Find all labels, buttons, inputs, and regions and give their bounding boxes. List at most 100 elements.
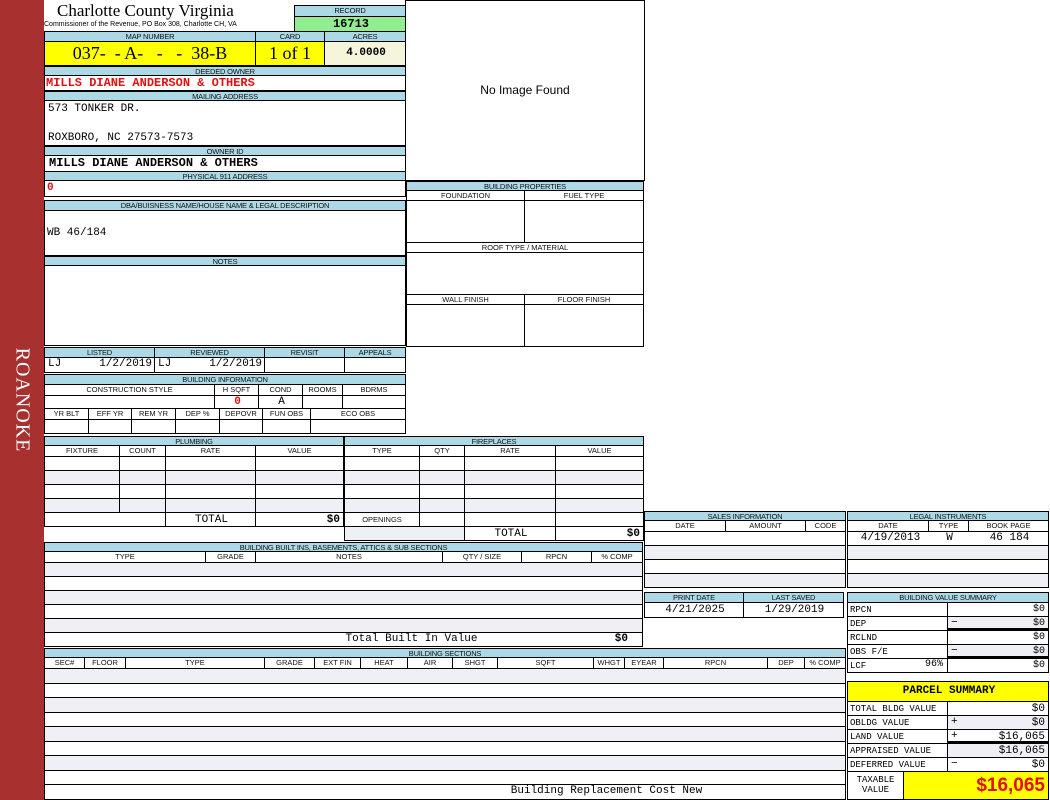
fireplace-total-label: TOTAL [464,526,556,541]
building-section-row[interactable] [44,755,846,771]
plumbing-cell[interactable] [119,456,166,471]
value-summary-label: OBS F/E [847,644,948,659]
building-info-cell[interactable] [175,419,220,434]
hsqft-value: 0 [234,396,241,408]
plumbing-cell[interactable] [44,456,120,471]
wall-finish-field[interactable] [406,304,525,347]
building-info-cell[interactable] [342,395,406,409]
fireplace-cell[interactable] [344,470,420,485]
building-section-row[interactable] [44,682,846,698]
building-section-row[interactable] [44,697,846,713]
sales-row[interactable] [644,559,846,574]
fireplace-cell[interactable] [555,456,644,471]
cell [555,512,644,527]
record-number: 16713 [294,16,406,32]
building-section-row[interactable] [44,726,846,742]
building-info-cell[interactable] [302,395,343,409]
openings-cell[interactable] [419,512,465,527]
plumbing-cell[interactable] [255,470,344,485]
foundation-field[interactable] [406,200,525,243]
fireplace-cell[interactable] [555,484,644,499]
plumbing-cell[interactable] [255,498,344,513]
built-in-row[interactable] [44,590,643,605]
built-in-row[interactable] [44,618,643,633]
built-ins-total-value: $0 [614,633,628,645]
built-in-row[interactable] [44,576,643,591]
value-summary-label: DEP [847,616,948,631]
page-subtitle: Commissioner of the Revenue, PO Box 308,… [44,21,237,28]
sales-row[interactable] [644,545,846,560]
notes-field[interactable] [44,265,406,346]
fireplace-cell[interactable] [464,484,556,499]
parcel-summary-sign: − [951,758,958,770]
plumbing-cell[interactable] [165,484,256,499]
roof-field[interactable] [406,252,644,295]
plumbing-cell[interactable] [165,470,256,485]
built-in-row[interactable] [44,562,643,577]
building-info-cell[interactable] [262,419,311,434]
legal-row[interactable] [847,545,1049,560]
fireplace-cell[interactable] [555,470,644,485]
parcel-summary-value: $0 [947,701,1049,716]
parcel-summary-label: OBLDG VALUE [847,715,948,730]
plumbing-cell[interactable] [44,484,120,499]
value-summary-sign: − [951,617,958,629]
page-title: Charlotte County Virginia [57,2,234,20]
value-summary-sign: − [951,645,958,657]
value-summary-value: $0 [947,630,1049,645]
fireplace-cell[interactable] [344,456,420,471]
last-saved-date: 1/29/2019 [743,602,844,618]
fireplace-cell[interactable] [419,470,465,485]
sales-row[interactable] [644,573,846,588]
plumbing-cell[interactable] [119,498,166,513]
fireplace-cell[interactable] [464,498,556,513]
plumbing-cell[interactable] [165,456,256,471]
plumbing-cell[interactable] [119,484,166,499]
owner-id: MILLS DIANE ANDERSON & OTHERS [44,155,406,172]
building-section-row[interactable] [44,668,846,684]
fireplace-cell[interactable] [419,498,465,513]
legal-row[interactable] [847,573,1049,588]
value-summary-value: $0 [947,616,1049,631]
legal-row[interactable] [847,559,1049,574]
plumbing-cell[interactable] [119,470,166,485]
fireplace-cell[interactable] [464,470,556,485]
appeals-field[interactable] [344,357,406,373]
building-info-cell[interactable] [44,419,89,434]
legal-type: W [946,532,953,544]
fireplace-cell[interactable] [419,484,465,499]
revisit-field[interactable] [264,357,345,373]
building-section-row[interactable] [44,711,846,727]
fireplace-total-blank [344,526,465,541]
built-in-row[interactable] [44,604,643,619]
floor-finish-field[interactable] [524,304,644,347]
fireplace-cell[interactable] [344,498,420,513]
building-info-cell[interactable] [88,419,132,434]
plumbing-cell[interactable] [44,470,120,485]
building-info-cell[interactable] [310,419,406,434]
building-info-cell[interactable] [44,395,215,409]
fireplace-cell[interactable] [464,456,556,471]
building-section-row[interactable] [44,769,846,785]
plumbing-cell[interactable] [255,484,344,499]
sales-row[interactable] [644,531,846,546]
building-section-row[interactable] [44,740,846,756]
plumbing-total-label: TOTAL [165,512,256,527]
parcel-summary-sign: + [951,716,958,728]
fuel-type-field[interactable] [524,200,644,243]
fireplace-cell[interactable] [419,456,465,471]
map-number: 037- - A- - - 38-B [44,41,256,66]
plumbing-cell[interactable] [44,498,120,513]
dba-value: WB 46/184 [44,210,406,256]
building-info-cell[interactable] [131,419,176,434]
fireplace-cell[interactable] [344,484,420,499]
building-info-cell[interactable] [219,419,263,434]
plumbing-cell[interactable] [165,498,256,513]
plumbing-cell[interactable] [255,456,344,471]
parcel-summary-value: $0 [947,757,1049,772]
legal-date: 4/19/2013 [860,532,921,544]
fireplace-cell[interactable] [555,498,644,513]
listed-date: 1/2/2019 [99,358,152,370]
reviewed-by: LJ [158,358,172,370]
